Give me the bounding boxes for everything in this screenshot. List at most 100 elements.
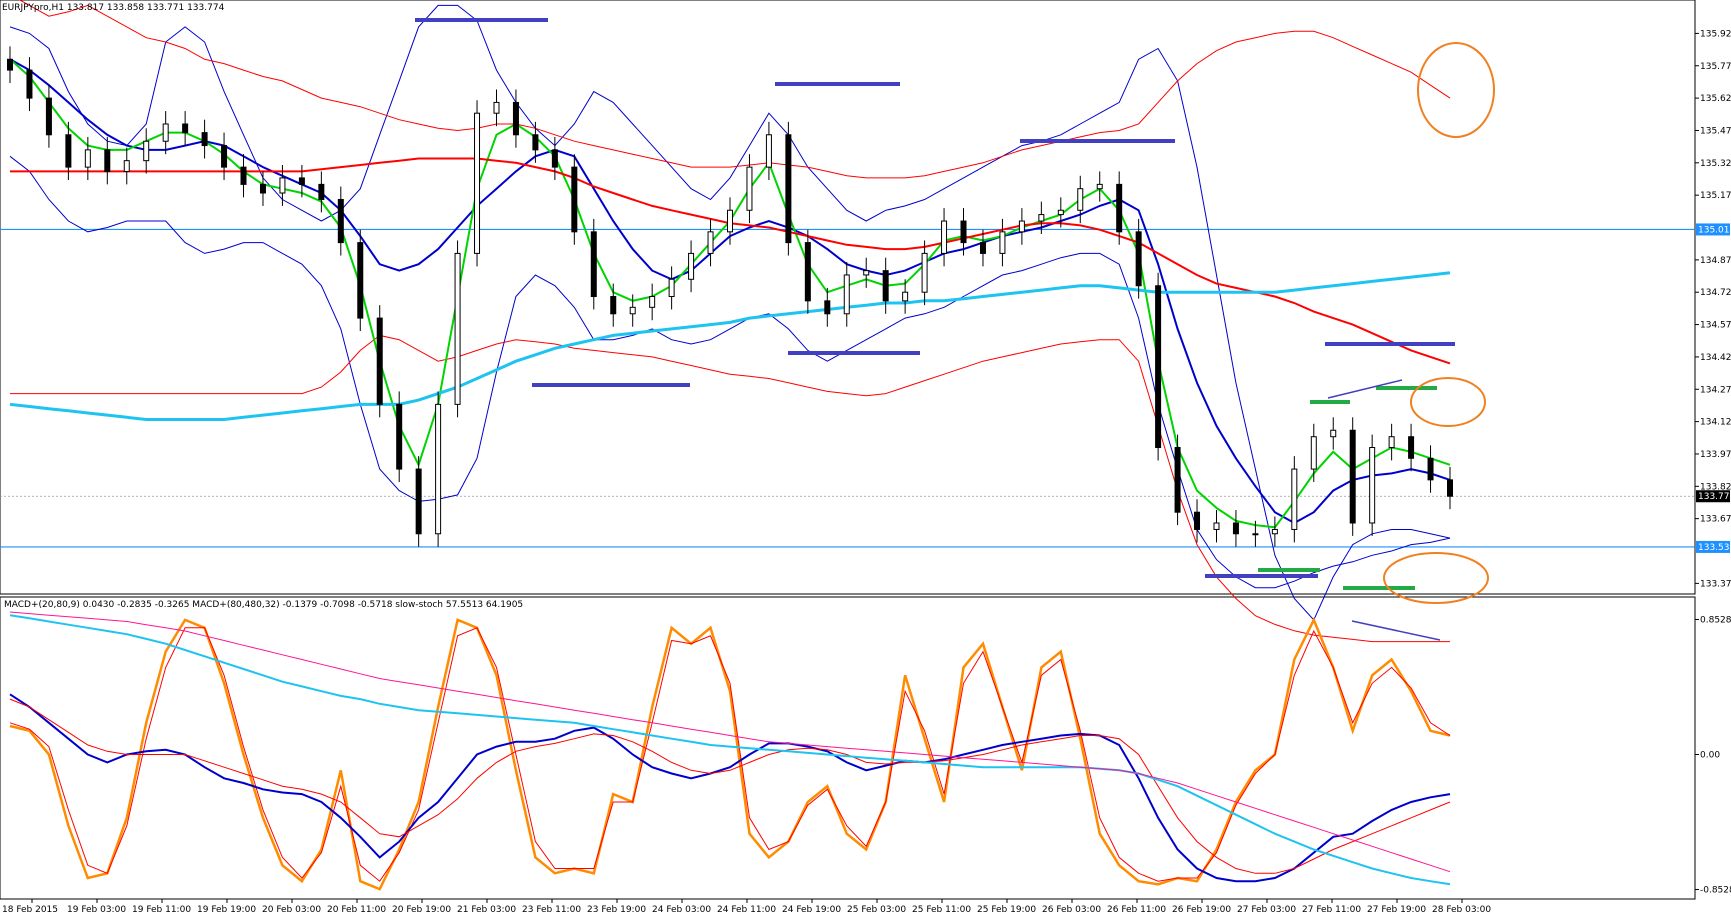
candle[interactable] (765, 121, 772, 181)
candle[interactable] (590, 218, 597, 310)
candle[interactable] (882, 257, 889, 314)
candle[interactable] (240, 154, 247, 198)
candle[interactable] (824, 287, 831, 327)
candle[interactable] (1135, 218, 1142, 299)
candle[interactable] (1388, 423, 1395, 461)
symbol-header: EURJPYpro,H1 133.817 133.858 133.771 133… (2, 3, 225, 13)
candle[interactable] (1174, 434, 1181, 526)
candle[interactable] (941, 208, 948, 267)
candle[interactable] (1096, 171, 1103, 202)
candle[interactable] (104, 136, 111, 185)
candle[interactable] (1213, 510, 1220, 543)
candle[interactable] (162, 111, 169, 155)
candle[interactable] (474, 100, 481, 267)
time-tick-label: 20 Feb 19:00 (392, 905, 451, 915)
candle[interactable] (415, 456, 422, 547)
candle[interactable] (182, 111, 189, 146)
candle[interactable] (960, 208, 967, 256)
candle[interactable] (1310, 423, 1317, 483)
candle[interactable] (493, 89, 500, 127)
candle[interactable] (532, 121, 539, 163)
candle[interactable] (1330, 417, 1337, 450)
price-tick-label: 135.920 (1700, 29, 1731, 39)
candle[interactable] (902, 279, 909, 314)
highlight-ellipse-1[interactable] (1410, 377, 1486, 427)
candle[interactable] (688, 240, 695, 293)
candle[interactable] (45, 85, 52, 148)
candle[interactable] (65, 121, 72, 181)
series-macd-fast-main (9, 693, 1451, 883)
candle[interactable] (512, 89, 519, 148)
candle[interactable] (843, 262, 850, 327)
candle[interactable] (357, 229, 364, 332)
time-tick-label: 19 Feb 19:00 (197, 905, 256, 915)
price-tick-label: 135.620 (1700, 94, 1731, 104)
highlight-ellipse-0[interactable] (1417, 42, 1495, 138)
candle[interactable] (1369, 434, 1376, 536)
candle[interactable] (1116, 171, 1123, 245)
candle[interactable] (707, 218, 714, 267)
candle[interactable] (7, 46, 13, 84)
chart-frame (0, 0, 1696, 900)
time-tick-label: 26 Feb 03:00 (1042, 905, 1101, 915)
candle[interactable] (1252, 520, 1259, 547)
candle[interactable] (1232, 510, 1239, 547)
candle[interactable] (318, 171, 325, 213)
candle[interactable] (1291, 456, 1298, 543)
candle[interactable] (746, 154, 753, 224)
candle[interactable] (84, 136, 91, 181)
candle[interactable] (1077, 175, 1084, 224)
level-label-bg-0 (1696, 223, 1730, 236)
candle[interactable] (259, 171, 266, 206)
candle[interactable] (649, 283, 656, 321)
time-tick-label: 27 Feb 11:00 (1302, 905, 1361, 915)
candle[interactable] (201, 119, 208, 159)
candle[interactable] (863, 257, 870, 288)
candle[interactable] (376, 305, 383, 418)
candle[interactable] (979, 229, 986, 267)
candle[interactable] (1155, 272, 1162, 461)
indicator-header: MACD+(20,80,9) 0.0430 -0.2835 -0.3265 MA… (4, 600, 523, 610)
trendline-0[interactable] (1327, 379, 1403, 399)
candle[interactable] (668, 266, 675, 310)
candle[interactable] (1408, 423, 1415, 472)
candle[interactable] (279, 164, 286, 206)
candle[interactable] (727, 197, 733, 245)
candle[interactable] (1271, 516, 1278, 547)
candle[interactable] (571, 154, 578, 245)
highlight-ellipse-2[interactable] (1383, 552, 1489, 604)
candle[interactable] (921, 240, 928, 306)
candle[interactable] (785, 121, 792, 256)
candle[interactable] (629, 294, 636, 327)
candle[interactable] (551, 136, 558, 181)
overlay-bb-upper (9, 4, 1451, 621)
price-pane[interactable]: 135.011 133.539 (0, 0, 1731, 643)
candle[interactable] (1349, 417, 1356, 536)
candle[interactable] (610, 283, 617, 327)
candle[interactable] (1194, 499, 1201, 543)
candle[interactable] (396, 391, 403, 483)
indicator-tick-label: 0.00 (1700, 751, 1720, 761)
candle[interactable] (221, 132, 228, 181)
candle[interactable] (1018, 208, 1025, 245)
indicator-pane[interactable] (9, 611, 1451, 891)
candle[interactable] (337, 186, 344, 256)
candle[interactable] (26, 57, 33, 112)
candle[interactable] (1447, 466, 1453, 510)
candle[interactable] (298, 164, 305, 198)
candle[interactable] (804, 229, 811, 314)
candle[interactable] (435, 391, 442, 547)
candle[interactable] (454, 240, 461, 418)
trendline-1[interactable] (1351, 620, 1441, 641)
candle[interactable] (143, 128, 150, 174)
price-tick-label: 134.570 (1700, 321, 1731, 331)
candle[interactable] (1427, 445, 1434, 493)
candle[interactable] (999, 218, 1006, 267)
annotations (415, 18, 1495, 641)
candle[interactable] (123, 147, 130, 185)
time-tick-label: 19 Feb 03:00 (67, 905, 126, 915)
candle[interactable] (1057, 197, 1064, 228)
candle[interactable] (1038, 201, 1045, 234)
